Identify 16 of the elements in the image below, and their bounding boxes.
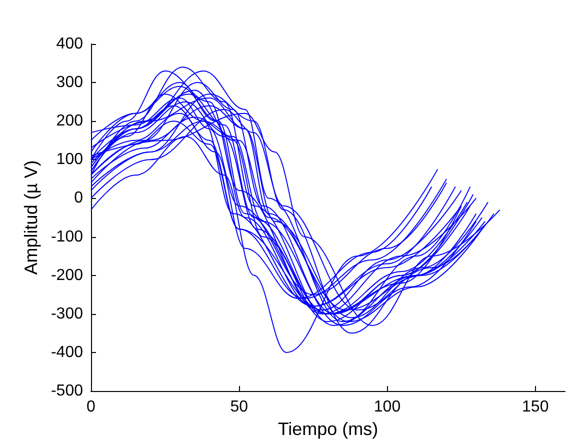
- y-tick-label: 100: [56, 151, 84, 168]
- y-tick-label: 0: [74, 190, 84, 207]
- x-tick-label: 50: [230, 398, 248, 416]
- y-tick-label: -400: [50, 344, 84, 361]
- y-tick-label: -100: [50, 228, 84, 246]
- x-tick-label: 150: [522, 398, 549, 416]
- x-tick-label: 0: [86, 398, 96, 416]
- y-axis-title: Amplitud (µ V): [21, 160, 42, 275]
- x-axis-title: Tiempo (ms): [278, 418, 378, 439]
- y-tick-label: 300: [56, 74, 84, 92]
- x-tick-label: 100: [374, 398, 401, 416]
- y-tick-label: -500: [50, 382, 84, 400]
- y-tick-label: -300: [50, 305, 84, 322]
- y-tick-label: -200: [50, 266, 84, 284]
- y-tick-label: 200: [56, 112, 84, 130]
- y-tick-label: 400: [56, 36, 84, 52]
